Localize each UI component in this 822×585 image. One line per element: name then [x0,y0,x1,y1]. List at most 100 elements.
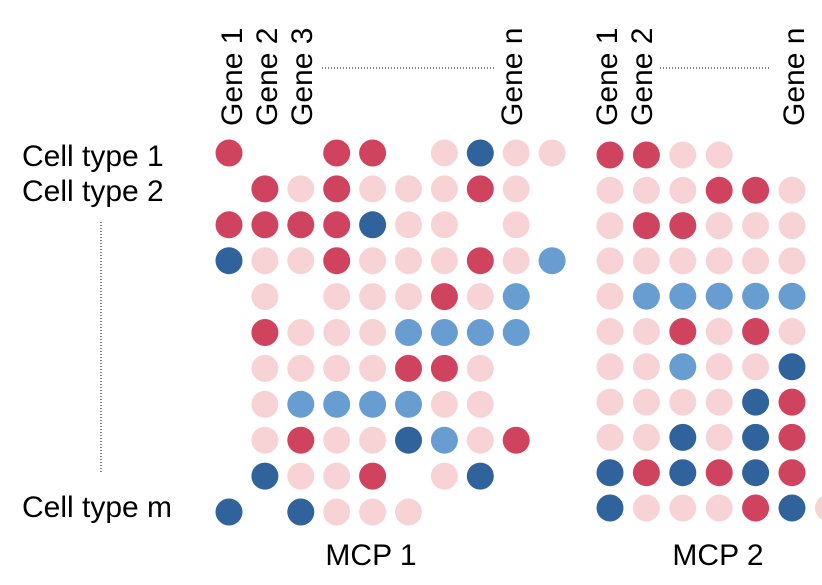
dot-light-pink-p2-r11-c2 [632,494,660,522]
dot-light-pink-p1-r1-c9 [502,139,530,167]
dot-light-pink-p2-r8-c2 [632,388,660,416]
dot-mid-blue-p2-r5-c2 [632,282,660,310]
dot-dark-blue-p1-r1-c8 [466,139,494,167]
row-label-cell-type-m: Cell type m [22,491,172,524]
dot-light-pink-p1-r2-c5 [359,175,387,203]
dot-dark-blue-p2-r10-c1 [596,459,624,487]
dot-light-pink-p1-r2-c3 [287,175,315,203]
panel-1-gene-label-n: Gene n [496,28,529,126]
dot-strong-red-p2-r1-c2 [632,141,660,169]
dot-strong-red-p2-r10-c4 [705,459,733,487]
dot-light-pink-p1-r6-c4 [323,319,351,346]
dot-strong-red-p1-r2-c2 [251,175,279,203]
dot-light-pink-p1-r4-c6 [395,247,422,275]
dot-dark-blue-p1-r4-c1 [215,247,243,275]
dot-light-pink-p2-r6-c6 [778,318,806,345]
dot-light-pink-p1-r7-c8 [466,354,494,382]
dot-strong-red-p2-r2-c5 [742,176,770,204]
dot-light-pink-p1-r7-c5 [359,354,387,382]
dot-light-pink-p1-r9-c8 [466,426,494,454]
dot-strong-red-p2-r3-c3 [669,212,697,240]
dot-light-pink-p1-r2-c9 [502,175,530,203]
dot-light-pink-p2-r4-c2 [632,247,660,275]
dot-light-pink-p1-r3-c9 [502,211,530,239]
dot-dark-blue-p1-r9-c6 [395,426,422,454]
dot-light-pink-p1-r2-c6 [395,175,422,203]
dot-light-pink-p1-r9-c5 [359,426,387,454]
dot-light-pink-p2-r11-c3 [669,494,697,522]
dot-light-pink-p2-r5-c1 [596,282,624,310]
panel-2-gene-labels: Gene 1 Gene 2 Gene n [591,28,811,126]
dot-strong-red-p1-r3-c1 [215,211,243,239]
dot-light-pink-p1-r5-c2 [251,283,279,311]
dot-light-pink-p1-r4-c7 [430,247,458,275]
dot-strong-red-p2-r10-c2 [632,459,660,487]
dot-light-pink-p2-r2-c3 [669,176,697,204]
panel-1-gene-label-1: Gene 1 [216,28,249,126]
dot-strong-red-p1-r3-c2 [251,211,279,239]
dot-strong-red-p2-r8-c6 [778,388,806,416]
dot-strong-red-p1-r1-c4 [323,139,351,167]
dot-mid-blue-p2-r5-c4 [705,282,733,310]
dot-light-pink-p1-r5-c6 [395,283,422,311]
dot-light-pink-p2-r1-c3 [669,141,697,169]
dot-mid-blue-p1-r6-c7 [430,319,458,346]
dot-light-pink-p2-r7-c2 [632,353,660,381]
dot-strong-red-p1-r6-c2 [251,319,279,346]
dot-mid-blue-p1-r6-c8 [466,319,494,346]
dot-light-pink-p2-r2-c1 [596,176,624,204]
dot-mid-blue-p1-r8-c4 [323,390,351,418]
dot-mid-blue-p1-r8-c3 [287,390,315,418]
dot-light-pink-p2-r7-c5 [742,353,770,381]
dot-mid-blue-p2-r5-c6 [778,282,806,310]
dot-light-pink-p2-r7-c4 [705,353,733,381]
dot-light-pink-p1-r4-c5 [359,247,387,275]
dot-mid-blue-p1-r8-c5 [359,390,387,418]
dot-light-pink-p2-r11-c4 [705,494,733,522]
dot-mid-blue-p1-r6-c9 [502,319,530,346]
dot-light-pink-p1-r9-c2 [251,426,279,454]
dot-dark-blue-p2-r7-c6 [778,353,806,381]
dot-strong-red-p1-r4-c4 [323,247,351,275]
dot-light-pink-p1-r4-c9 [502,247,530,275]
dot-light-pink-p1-r5-c8 [466,283,494,311]
dot-light-pink-p1-r9-c4 [323,426,351,454]
dot-dark-blue-p1-r10-c2 [251,462,279,490]
dot-light-pink-p1-r8-c2 [251,390,279,418]
dot-light-pink-p2-r2-c2 [632,176,660,204]
dot-strong-red-p1-r3-c4 [323,211,351,239]
dot-strong-red-p1-r2-c8 [466,175,494,203]
dot-light-pink-p1-r11-c5 [359,498,387,526]
dot-strong-red-p2-r1-c1 [596,141,624,169]
dot-light-pink-p1-r10-c4 [323,462,351,490]
dot-light-pink-p1-r1-c10 [538,139,566,167]
dot-light-pink-p1-r8-c7 [430,390,458,418]
dot-dark-blue-p2-r9-c5 [742,423,770,451]
panel-1-gene-label-3: Gene 3 [286,28,319,126]
dot-strong-red-p1-r7-c6 [395,354,422,382]
dot-strong-red-p1-r5-c7 [430,283,458,311]
dot-mid-blue-p2-r5-c5 [742,282,770,310]
dot-light-pink-p1-r7-c2 [251,354,279,382]
dot-light-pink-p1-r1-c7 [430,139,458,167]
dot-strong-red-p2-r3-c2 [632,212,660,240]
dot-dark-blue-p2-r8-c5 [742,388,770,416]
dot-light-pink-p2-r4-c5 [742,247,770,275]
dot-mid-blue-p1-r6-c6 [395,319,422,346]
dot-light-pink-p2-r2-c6 [778,176,806,204]
dot-light-pink-p1-r7-c4 [323,354,351,382]
panel-1-gene-label-2: Gene 2 [251,28,284,126]
dot-strong-red-p2-r10-c6 [778,459,806,487]
panel-1-gene-labels: Gene 1 Gene 2 Gene 3 Gene n [216,28,529,126]
dot-dark-blue-p1-r3-c5 [359,211,387,239]
dot-light-pink-p2-r6-c1 [596,318,624,345]
dot-light-pink-p1-r8-c8 [466,390,494,418]
dot-light-pink-p2-r3-c6 [778,212,806,240]
dot-strong-red-p1-r9-c9 [502,426,530,454]
dot-light-pink-p1-r7-c3 [287,354,315,382]
dot-light-pink-p2-r7-c1 [596,353,624,381]
dot-strong-red-p2-r11-c5 [742,494,770,522]
panel-2-dot-grid [596,141,822,522]
dot-light-pink-p2-r4-c6 [778,247,806,275]
dot-light-pink-p1-r10-c3 [287,462,315,490]
